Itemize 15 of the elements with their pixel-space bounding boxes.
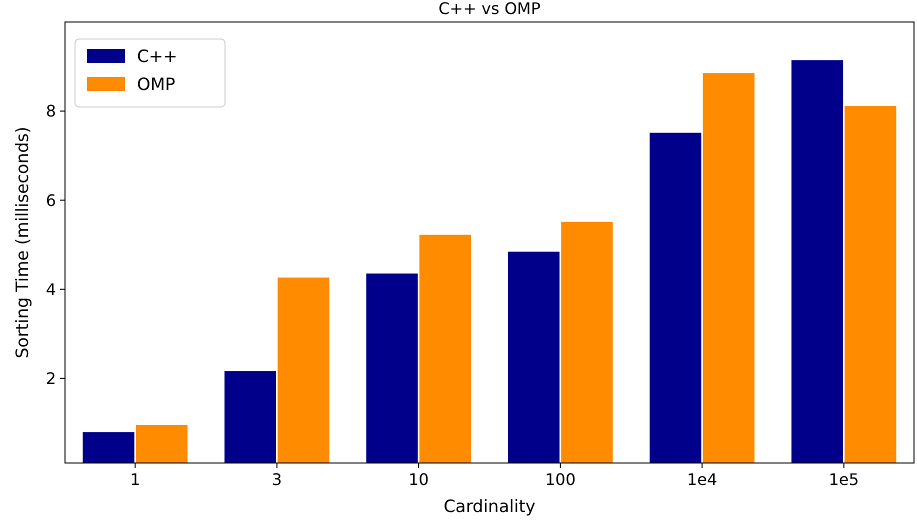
x-tick-label: 3 [272, 470, 282, 489]
legend-label: OMP [137, 74, 176, 95]
x-tick-label: 10 [408, 470, 429, 489]
y-tick-label: 6 [46, 190, 56, 210]
chart-title: C++ vs OMP [438, 0, 541, 18]
y-tick-label: 8 [46, 102, 56, 121]
legend-label: C++ [137, 46, 178, 67]
y-axis-title: Sorting Time (milliseconds) [13, 126, 33, 358]
y-tick-label: 4 [46, 280, 56, 299]
x-axis-title: Cardinality [444, 497, 536, 517]
x-tick-label: 1 [130, 470, 140, 489]
x-tick-label: 1e4 [687, 470, 718, 489]
y-tick-label: 2 [46, 368, 56, 388]
x-tick-label: 1e5 [828, 470, 859, 489]
x-tick-label: 100 [545, 470, 576, 489]
